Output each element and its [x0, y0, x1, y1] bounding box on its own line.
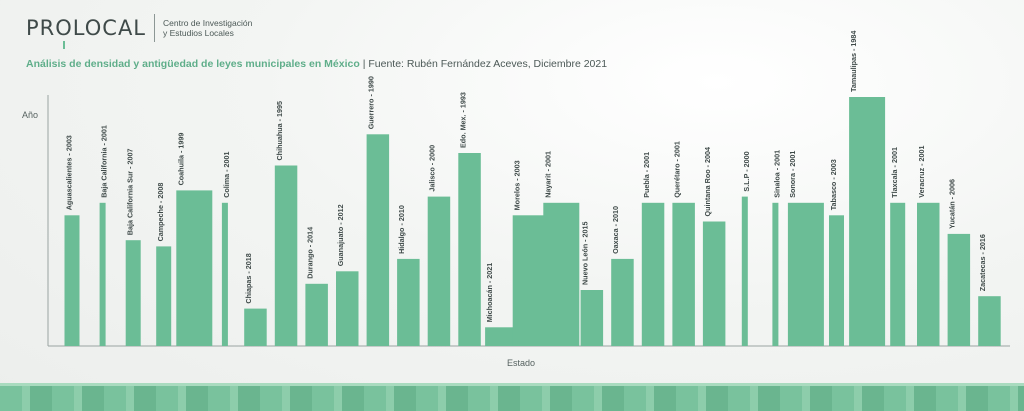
bar-18: [580, 290, 604, 346]
bar-label-26: Tabasco - 2003: [829, 159, 838, 210]
bar-label-16: Morelos - 2003: [513, 160, 522, 210]
bar-label-20: Puebla - 2001: [642, 152, 651, 198]
bar-label-3: Baja California Sur - 2007: [126, 149, 135, 236]
bar-label-2: Baja California - 2001: [100, 125, 109, 198]
x-axis-label: Estado: [507, 358, 536, 368]
footer-line: [0, 383, 1024, 386]
footer-pattern: [0, 386, 1024, 411]
bar-31: [978, 296, 1001, 346]
bar-23: [741, 196, 748, 346]
bar-11: [366, 134, 390, 346]
bar-26: [829, 215, 844, 346]
org-line-1: Centro de Investigación: [163, 18, 253, 28]
bar-19: [611, 258, 634, 346]
bar-label-18: Nuevo León - 2015: [581, 221, 590, 285]
bar-21: [672, 202, 695, 346]
bar-5: [176, 190, 213, 346]
bar-29: [917, 202, 940, 346]
bar-7: [244, 308, 267, 346]
bar-20: [641, 202, 665, 346]
org-line-2: y Estudios Locales: [163, 28, 234, 38]
org-name: Centro de Investigación y Estudios Local…: [163, 18, 252, 38]
bar-label-21: Querétaro - 2001: [672, 141, 681, 198]
bar-3: [125, 240, 141, 346]
bar-28: [890, 202, 906, 346]
bar-label-12: Hidalgo - 2010: [397, 205, 406, 254]
bar-17: [543, 202, 580, 346]
bar-label-5: Coahuila - 1999: [176, 133, 185, 186]
bar-13: [427, 196, 451, 346]
bar-label-13: Jalisco - 2000: [428, 145, 437, 192]
bar-9: [305, 283, 328, 347]
bar-label-24: Sinaloa - 2001: [772, 150, 781, 198]
bar-15: [485, 327, 516, 346]
bar-label-31: Zacatecas - 2016: [978, 234, 987, 291]
bar-label-29: Veracruz - 2001: [917, 145, 926, 197]
bar-label-23: S.L.P - 2000: [742, 151, 751, 191]
bar-16: [512, 215, 549, 346]
bar-label-6: Colima - 2001: [222, 151, 231, 197]
bar-label-10: Guanajuato - 2012: [336, 204, 345, 266]
bar-label-14: Edo. Mex. - 1993: [458, 92, 467, 148]
chart-subtitle: Análisis de densidad y antigüedad de ley…: [26, 58, 607, 70]
bar-label-15: Michoacán - 2021: [485, 263, 494, 323]
bar-8: [274, 165, 298, 346]
bar-label-27: Tamaulipas - 1984: [849, 31, 858, 92]
bar-label-9: Durango - 2014: [305, 227, 314, 279]
bar-label-30: Yucatán - 2006: [948, 179, 957, 229]
bar-label-1: Aguascalientes - 2003: [65, 135, 74, 210]
bar-24: [772, 202, 779, 346]
bar-label-7: Chiapas - 2018: [244, 253, 253, 303]
bar-label-4: Campeche - 2008: [156, 183, 165, 242]
y-axis-label: Año: [22, 110, 39, 120]
header: PROLOCAL Centro de Investigación y Estud…: [26, 14, 252, 42]
bar-12: [397, 258, 420, 346]
bar-22: [702, 221, 726, 346]
bar-25: [787, 202, 824, 346]
bar-1: [64, 215, 80, 346]
bar-label-11: Guerrero - 1990: [367, 76, 376, 129]
bar-2: [99, 202, 106, 346]
bar-10: [336, 271, 359, 346]
bar-4: [156, 246, 172, 346]
bar-30: [947, 233, 971, 346]
bar-label-19: Oaxaca - 2010: [611, 206, 620, 254]
bar-label-25: Sonora - 2001: [788, 151, 797, 198]
chart-title: Análisis de densidad y antigüedad de ley…: [26, 58, 360, 70]
bar-label-8: Chihuahua - 1995: [275, 101, 284, 161]
bar-label-22: Quintana Roo - 2004: [703, 147, 712, 217]
chart-source: Fuente: Rubén Fernández Aceves, Diciembr…: [368, 58, 608, 70]
title-separator: |: [362, 58, 366, 70]
logo: PROLOCAL: [26, 16, 147, 40]
bar-6: [221, 202, 228, 346]
bar-14: [458, 153, 481, 346]
bar-label-17: Nayarit - 2001: [543, 151, 552, 198]
logo-divider: [154, 14, 156, 42]
bar-27: [849, 97, 886, 346]
bar-label-28: Tlaxcala - 2001: [890, 147, 899, 198]
